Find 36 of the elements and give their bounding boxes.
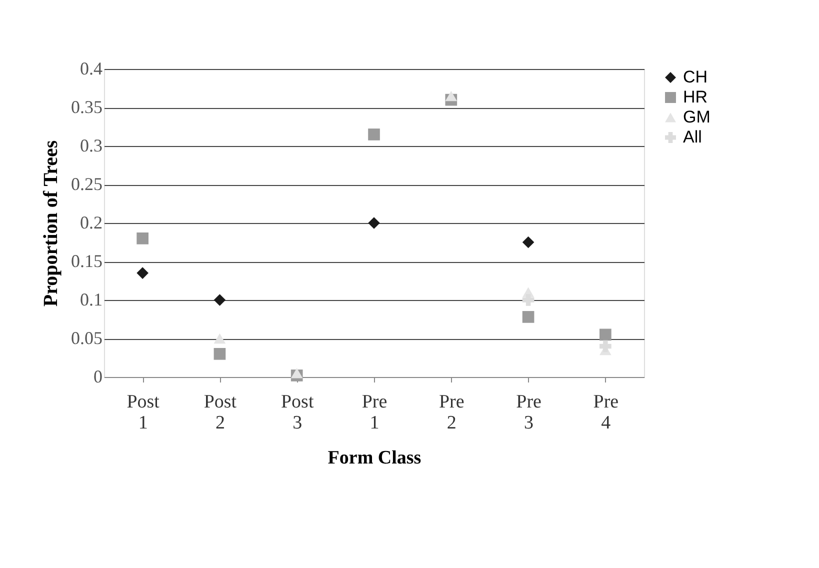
point bbox=[214, 333, 226, 344]
point bbox=[600, 340, 612, 352]
x-tick-label: Pre 4 bbox=[593, 392, 619, 434]
y-axis-title: Proportion of Trees bbox=[40, 140, 62, 307]
x-tick-label: Pre 2 bbox=[438, 392, 464, 434]
x-tick-label: Post 3 bbox=[280, 392, 314, 434]
point bbox=[214, 294, 226, 306]
x-tick-label: Post 2 bbox=[204, 392, 238, 434]
x-tick-label: Pre 3 bbox=[516, 392, 542, 434]
point bbox=[522, 236, 534, 248]
y-tick-label: 0 bbox=[94, 366, 102, 386]
point bbox=[368, 128, 380, 140]
point bbox=[136, 267, 148, 279]
point bbox=[368, 217, 380, 229]
x-tick-label: Post 1 bbox=[126, 392, 160, 434]
x-axis-title: Form Class bbox=[328, 448, 422, 468]
point bbox=[600, 328, 612, 341]
legend-label: CH bbox=[683, 68, 708, 86]
point bbox=[445, 90, 458, 102]
y-tick-label: 0.3 bbox=[80, 136, 102, 156]
x-tick-label: Pre 1 bbox=[362, 392, 388, 434]
point bbox=[522, 294, 534, 306]
point bbox=[214, 348, 226, 360]
y-tick-label: 0.35 bbox=[71, 97, 102, 117]
legend-label: HR bbox=[683, 88, 708, 106]
y-tick-label: 0.2 bbox=[80, 212, 102, 232]
point bbox=[136, 232, 148, 244]
y-tick-label: 0.4 bbox=[80, 58, 102, 78]
legend-label: GM bbox=[683, 108, 710, 126]
point bbox=[522, 311, 534, 323]
y-tick-label: 0.05 bbox=[71, 328, 102, 348]
legend-label: All bbox=[683, 128, 702, 146]
point bbox=[290, 368, 303, 378]
y-tick-label: 0.15 bbox=[71, 251, 102, 271]
y-tick-label: 0.25 bbox=[71, 174, 102, 194]
y-tick-label: 0.1 bbox=[80, 290, 102, 310]
